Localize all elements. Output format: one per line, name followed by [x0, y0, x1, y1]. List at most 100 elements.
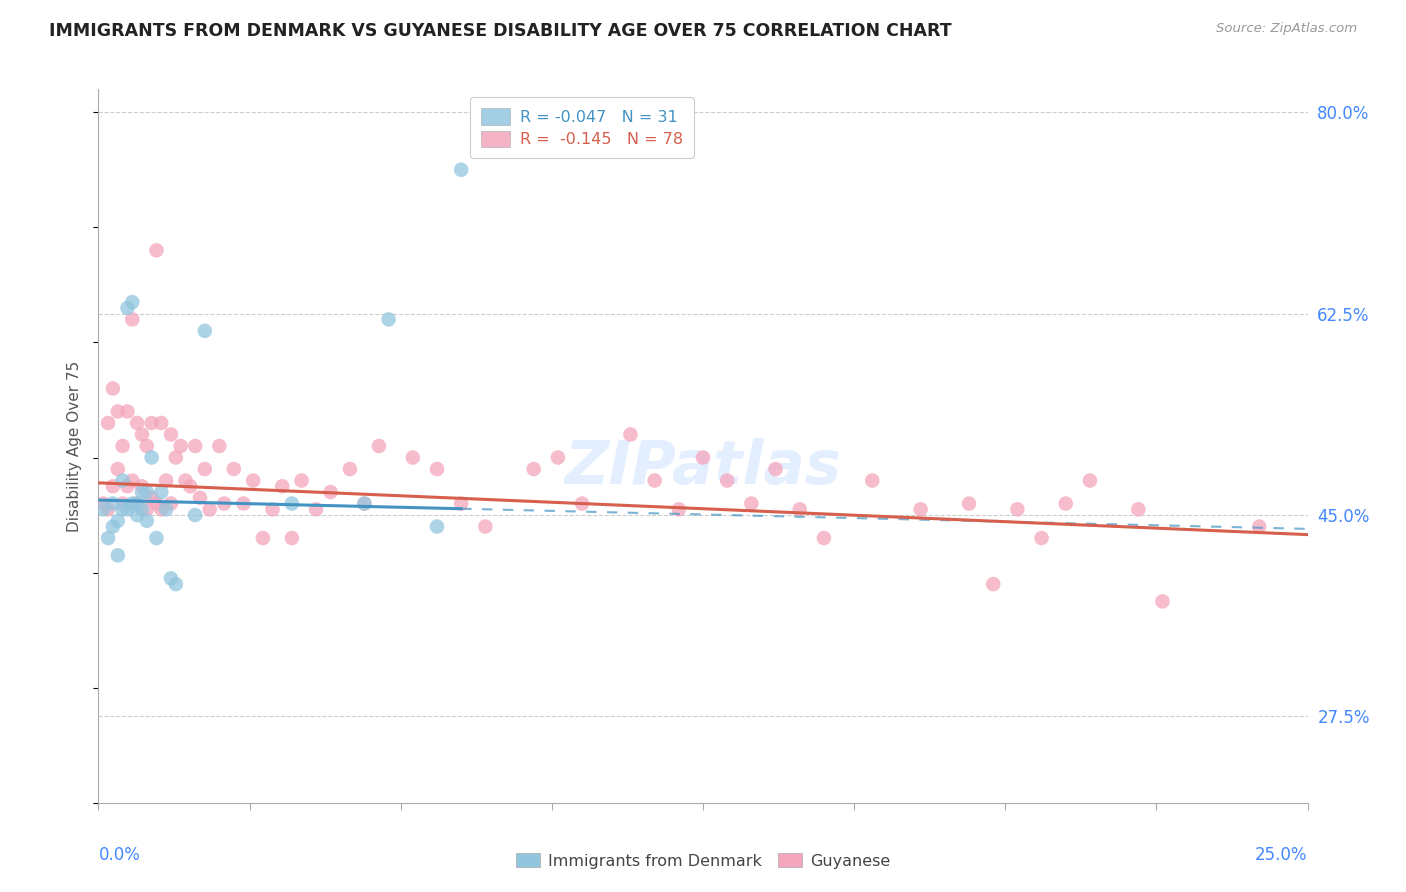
Point [107, 404, 129, 418]
Point [160, 427, 183, 442]
Point [145, 531, 167, 545]
Point [262, 502, 284, 516]
Point [619, 427, 641, 442]
Point [117, 301, 139, 315]
Point [101, 519, 124, 533]
Point [981, 577, 1004, 591]
Point [141, 491, 163, 505]
Point [860, 474, 883, 488]
Point [1128, 502, 1150, 516]
Point [1054, 497, 1077, 511]
Point [290, 474, 312, 488]
Point [1249, 519, 1271, 533]
Point [169, 439, 191, 453]
Point [271, 479, 294, 493]
Point [281, 531, 304, 545]
Point [174, 474, 197, 488]
Y-axis label: Disability Age Over 75: Disability Age Over 75 [67, 360, 83, 532]
Point [377, 312, 399, 326]
Point [135, 502, 157, 516]
Point [150, 416, 173, 430]
Point [145, 244, 167, 258]
Point [692, 450, 714, 465]
Point [121, 474, 143, 488]
Point [353, 497, 375, 511]
Point [319, 485, 342, 500]
Point [107, 514, 129, 528]
Point [135, 439, 157, 453]
Point [131, 427, 153, 442]
Point [426, 462, 449, 476]
Point [339, 462, 361, 476]
Point [957, 497, 980, 511]
Point [547, 450, 569, 465]
Point [281, 497, 304, 511]
Point [97, 531, 120, 545]
Point [131, 485, 153, 500]
Point [242, 474, 264, 488]
Point [212, 497, 235, 511]
Point [131, 502, 153, 516]
Point [91, 497, 114, 511]
Point [121, 312, 143, 326]
Point [160, 571, 183, 585]
Point [644, 474, 666, 488]
Point [184, 508, 207, 522]
Point [101, 479, 124, 493]
Point [179, 479, 201, 493]
Text: 0.0%: 0.0% [98, 846, 141, 863]
Point [135, 485, 157, 500]
Point [121, 295, 143, 310]
Point [368, 439, 391, 453]
Point [107, 462, 129, 476]
Point [765, 462, 787, 476]
Point [127, 508, 149, 522]
Point [194, 462, 217, 476]
Point [145, 497, 167, 511]
Point [474, 519, 496, 533]
Point [141, 416, 163, 430]
Point [353, 497, 375, 511]
Point [716, 474, 738, 488]
Point [813, 531, 835, 545]
Point [184, 439, 207, 453]
Point [232, 497, 254, 511]
Point [305, 502, 328, 516]
Point [150, 502, 173, 516]
Point [111, 439, 134, 453]
Point [740, 497, 762, 511]
Point [97, 502, 120, 516]
Legend: R = -0.047   N = 31, R =  -0.145   N = 78: R = -0.047 N = 31, R = -0.145 N = 78 [470, 97, 695, 158]
Point [97, 416, 120, 430]
Point [1078, 474, 1101, 488]
Text: IMMIGRANTS FROM DENMARK VS GUYANESE DISABILITY AGE OVER 75 CORRELATION CHART: IMMIGRANTS FROM DENMARK VS GUYANESE DISA… [49, 22, 952, 40]
Point [426, 519, 449, 533]
Point [101, 497, 124, 511]
Point [165, 577, 187, 591]
Point [155, 502, 177, 516]
Point [111, 474, 134, 488]
Point [117, 502, 139, 516]
Point [107, 549, 129, 563]
Point [165, 450, 187, 465]
Point [135, 514, 157, 528]
Point [127, 497, 149, 511]
Point [117, 404, 139, 418]
Text: 25.0%: 25.0% [1256, 846, 1308, 863]
Point [1031, 531, 1053, 545]
Text: Source: ZipAtlas.com: Source: ZipAtlas.com [1216, 22, 1357, 36]
Point [1152, 594, 1174, 608]
Point [160, 497, 183, 511]
Point [450, 497, 472, 511]
Text: ZIPatlas: ZIPatlas [564, 438, 842, 497]
Point [101, 381, 124, 395]
Point [194, 324, 217, 338]
Point [571, 497, 593, 511]
Point [402, 450, 425, 465]
Point [111, 497, 134, 511]
Point [668, 502, 690, 516]
Point [789, 502, 811, 516]
Point [252, 531, 274, 545]
Point [188, 491, 211, 505]
Point [127, 416, 149, 430]
